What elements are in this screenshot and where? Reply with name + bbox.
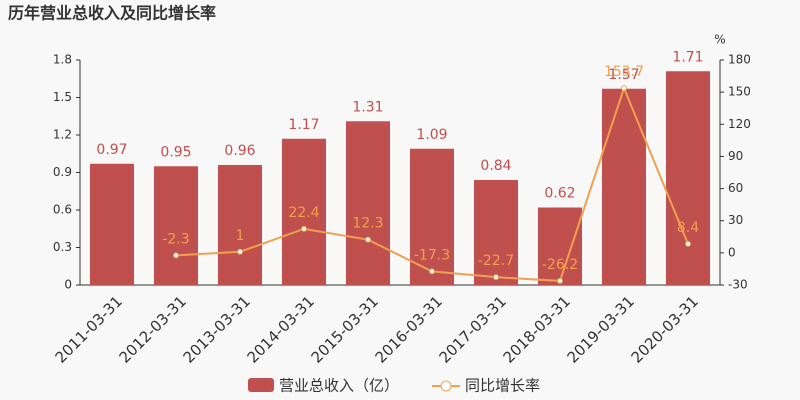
growth-point bbox=[173, 252, 179, 259]
x-tick-label: 2019-03-31 bbox=[564, 292, 638, 366]
growth-value-label: -17.3 bbox=[414, 247, 450, 263]
y2-tick-label: 0 bbox=[728, 245, 736, 259]
growth-value-label: 8.4 bbox=[677, 220, 699, 236]
bar bbox=[538, 207, 582, 285]
y2-unit: % bbox=[714, 33, 725, 47]
bar bbox=[346, 121, 390, 285]
y2-tick-label: 120 bbox=[728, 117, 751, 131]
growth-point bbox=[685, 240, 691, 247]
y2-tick-label: 180 bbox=[728, 53, 751, 67]
growth-point bbox=[365, 236, 371, 243]
legend-swatch bbox=[248, 378, 274, 392]
growth-point bbox=[301, 225, 307, 232]
y-tick-label: 0.6 bbox=[53, 203, 72, 217]
y2-tick-label: 60 bbox=[728, 181, 743, 195]
growth-point bbox=[237, 248, 243, 255]
growth-point bbox=[493, 274, 499, 281]
y-tick-label: 0.3 bbox=[53, 240, 72, 254]
y2-tick-label: 150 bbox=[728, 85, 751, 99]
bar bbox=[154, 166, 198, 285]
bar bbox=[90, 163, 134, 285]
x-tick-label: 2018-03-31 bbox=[500, 292, 574, 366]
y-tick-label: 0.9 bbox=[53, 165, 72, 179]
growth-point bbox=[429, 268, 435, 275]
x-tick-label: 2015-03-31 bbox=[308, 292, 382, 366]
bar-value-label: 1.17 bbox=[288, 117, 319, 133]
growth-value-label: 153.7 bbox=[604, 64, 644, 80]
y2-tick-label: -30 bbox=[728, 278, 748, 292]
bar-value-label: 1.71 bbox=[672, 49, 703, 65]
legend-marker bbox=[440, 380, 452, 392]
bar-value-label: 0.62 bbox=[544, 186, 575, 202]
bar-value-label: 0.96 bbox=[224, 143, 255, 159]
bar bbox=[474, 180, 518, 285]
x-tick-label: 2020-03-31 bbox=[628, 292, 702, 366]
y2-tick-label: 30 bbox=[728, 213, 743, 227]
legend-label: 同比增长率 bbox=[465, 377, 540, 395]
bar-value-label: 0.95 bbox=[160, 144, 191, 160]
bar-value-label: 1.57 bbox=[608, 67, 639, 83]
x-tick-label: 2014-03-31 bbox=[244, 292, 318, 366]
growth-value-label: 22.4 bbox=[288, 205, 319, 221]
growth-value-label: -26.2 bbox=[542, 257, 578, 273]
x-tick-label: 2016-03-31 bbox=[372, 292, 446, 366]
growth-point bbox=[621, 85, 627, 92]
bar-value-label: 1.31 bbox=[352, 99, 383, 115]
y2-tick-label: 90 bbox=[728, 149, 743, 163]
x-tick-label: 2013-03-31 bbox=[180, 292, 254, 366]
bar bbox=[666, 71, 710, 285]
y-tick-label: 0 bbox=[64, 278, 72, 292]
bar bbox=[282, 138, 326, 285]
chart-title: 历年营业总收入及同比增长率 bbox=[8, 4, 216, 23]
bar bbox=[410, 148, 454, 285]
growth-value-label: 1 bbox=[236, 228, 245, 244]
bar-value-label: 1.09 bbox=[416, 127, 447, 143]
growth-point bbox=[557, 277, 563, 284]
growth-value-label: 12.3 bbox=[352, 216, 383, 232]
bar bbox=[218, 165, 262, 285]
legend-label: 营业总收入（亿） bbox=[279, 377, 399, 395]
bar-value-label: 0.84 bbox=[480, 158, 511, 174]
y-tick-label: 1.5 bbox=[53, 90, 72, 104]
x-tick-label: 2012-03-31 bbox=[116, 292, 190, 366]
x-tick-label: 2011-03-31 bbox=[52, 292, 126, 366]
y-tick-label: 1.2 bbox=[53, 128, 72, 142]
x-tick-label: 2017-03-31 bbox=[436, 292, 510, 366]
bar bbox=[602, 88, 646, 285]
y-tick-label: 1.8 bbox=[53, 53, 72, 67]
growth-value-label: -22.7 bbox=[478, 253, 514, 269]
bar-value-label: 0.97 bbox=[96, 142, 127, 158]
growth-value-label: -2.3 bbox=[162, 231, 189, 247]
